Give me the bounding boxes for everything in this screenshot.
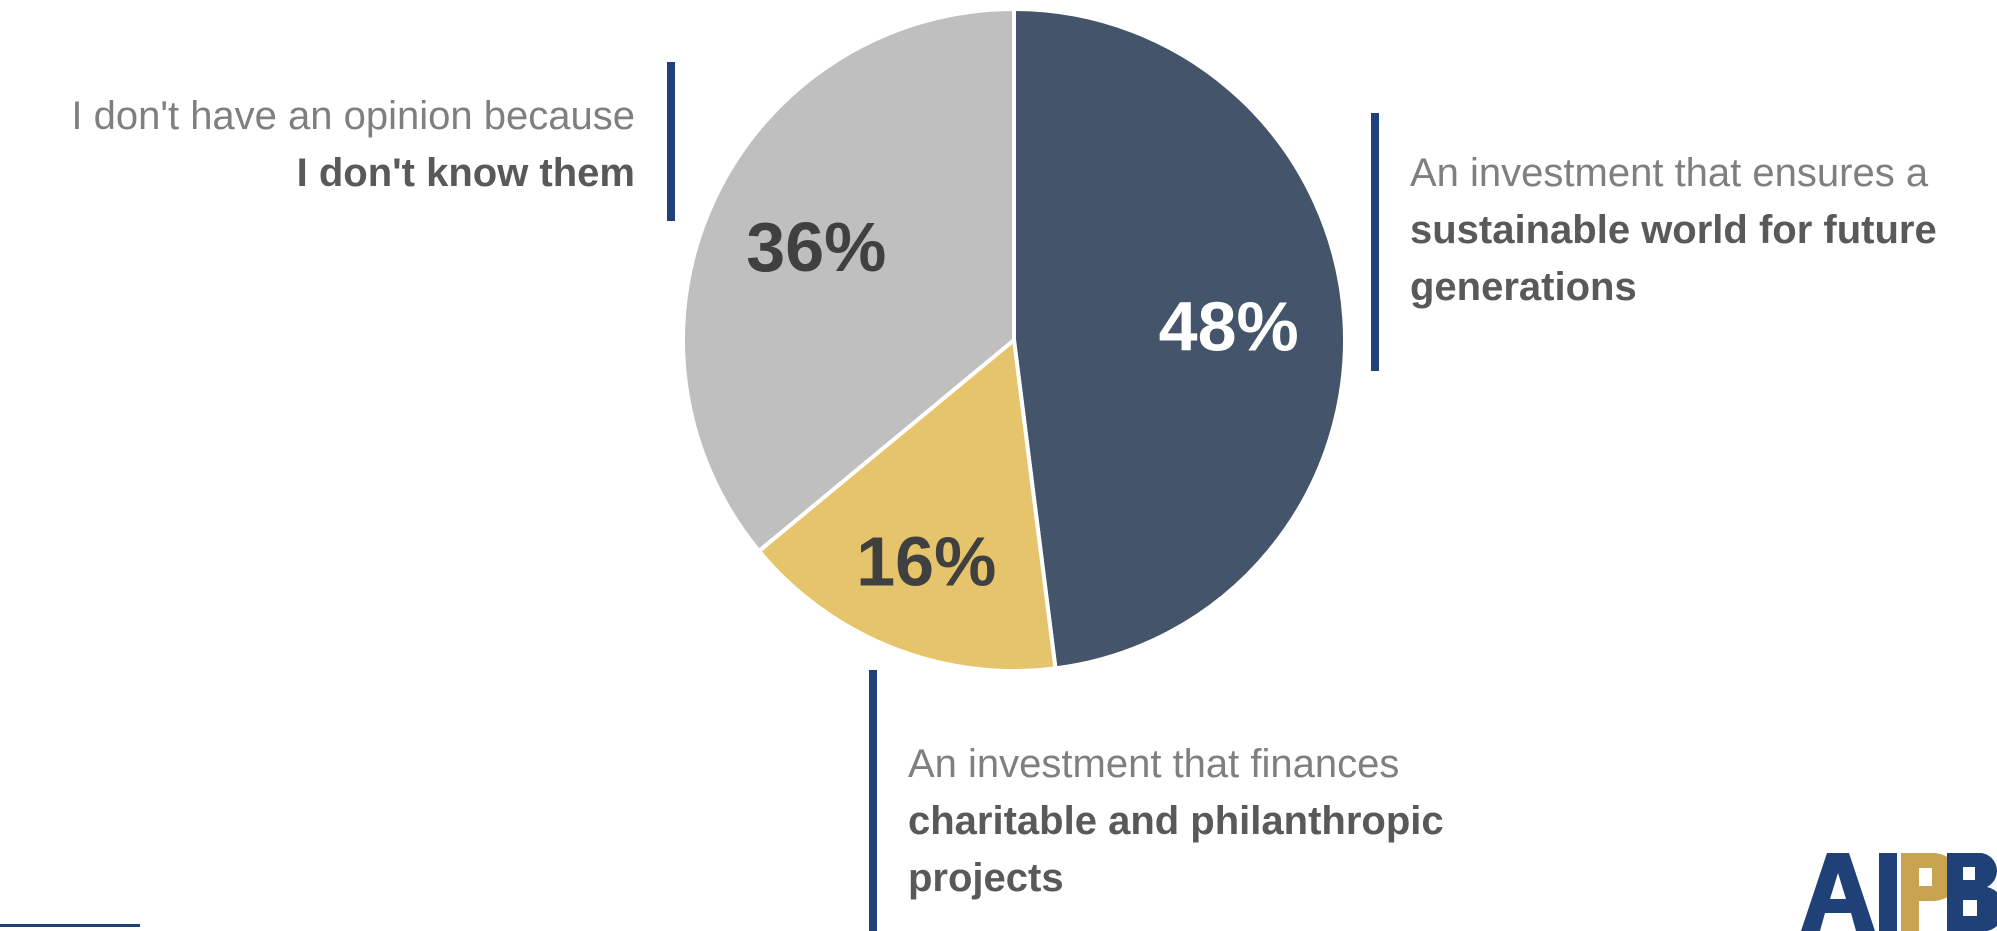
logo-letter-b — [1947, 853, 1997, 931]
pie-slice-2 — [756, 338, 1058, 673]
callout-bottom-bold: charitable and philanthropic projects — [908, 799, 1444, 900]
callout-left-bar — [667, 62, 675, 221]
callout-left: I don't have an opinion because I don't … — [10, 88, 635, 202]
callout-bottom-normal: An investment that finances — [908, 742, 1400, 786]
logo-letter-p — [1901, 853, 1959, 931]
callout-right-normal: An investment that ensures a — [1410, 151, 1929, 195]
pie-slice-label-3: 36% — [746, 208, 886, 286]
footer-divider — [0, 924, 140, 927]
pie-slice-1 — [1012, 7, 1347, 671]
pie-slice-label-1: 48% — [1159, 287, 1299, 365]
callout-right-bold: sustainable world for future generations — [1410, 208, 1937, 309]
logo-letter-i — [1879, 853, 1897, 931]
pie-slice-label-2: 16% — [856, 523, 996, 601]
logo-letter-a — [1801, 853, 1875, 931]
aipb-logo — [1801, 853, 1997, 931]
callout-left-normal: I don't have an opinion because — [71, 94, 635, 138]
callout-bottom-bar — [869, 670, 877, 931]
callout-right: An investment that ensures a sustainable… — [1410, 145, 1990, 316]
pie-slice-3 — [681, 7, 1016, 553]
callout-bottom: An investment that finances charitable a… — [908, 736, 1528, 907]
callout-right-bar — [1371, 113, 1379, 371]
callout-left-bold: I don't know them — [296, 151, 635, 195]
